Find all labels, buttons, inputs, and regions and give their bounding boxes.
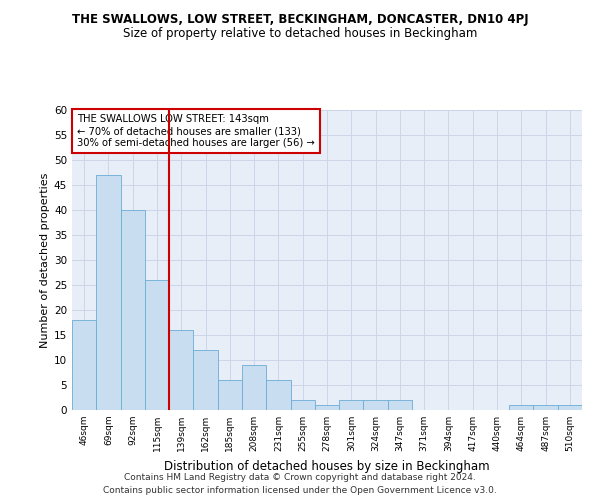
Text: THE SWALLOWS, LOW STREET, BECKINGHAM, DONCASTER, DN10 4PJ: THE SWALLOWS, LOW STREET, BECKINGHAM, DO… <box>71 12 529 26</box>
Bar <box>218 380 242 410</box>
Bar <box>533 405 558 410</box>
Bar <box>121 210 145 410</box>
X-axis label: Distribution of detached houses by size in Beckingham: Distribution of detached houses by size … <box>164 460 490 472</box>
Bar <box>242 365 266 410</box>
Text: Size of property relative to detached houses in Beckingham: Size of property relative to detached ho… <box>123 28 477 40</box>
Bar <box>72 320 96 410</box>
Bar <box>558 405 582 410</box>
Text: THE SWALLOWS LOW STREET: 143sqm
← 70% of detached houses are smaller (133)
30% o: THE SWALLOWS LOW STREET: 143sqm ← 70% of… <box>77 114 315 148</box>
Bar <box>388 400 412 410</box>
Text: Contains HM Land Registry data © Crown copyright and database right 2024.: Contains HM Land Registry data © Crown c… <box>124 474 476 482</box>
Bar <box>364 400 388 410</box>
Y-axis label: Number of detached properties: Number of detached properties <box>40 172 50 348</box>
Bar <box>96 175 121 410</box>
Bar <box>315 405 339 410</box>
Bar <box>266 380 290 410</box>
Bar <box>169 330 193 410</box>
Bar <box>145 280 169 410</box>
Bar <box>509 405 533 410</box>
Bar <box>339 400 364 410</box>
Text: Contains public sector information licensed under the Open Government Licence v3: Contains public sector information licen… <box>103 486 497 495</box>
Bar <box>290 400 315 410</box>
Bar <box>193 350 218 410</box>
